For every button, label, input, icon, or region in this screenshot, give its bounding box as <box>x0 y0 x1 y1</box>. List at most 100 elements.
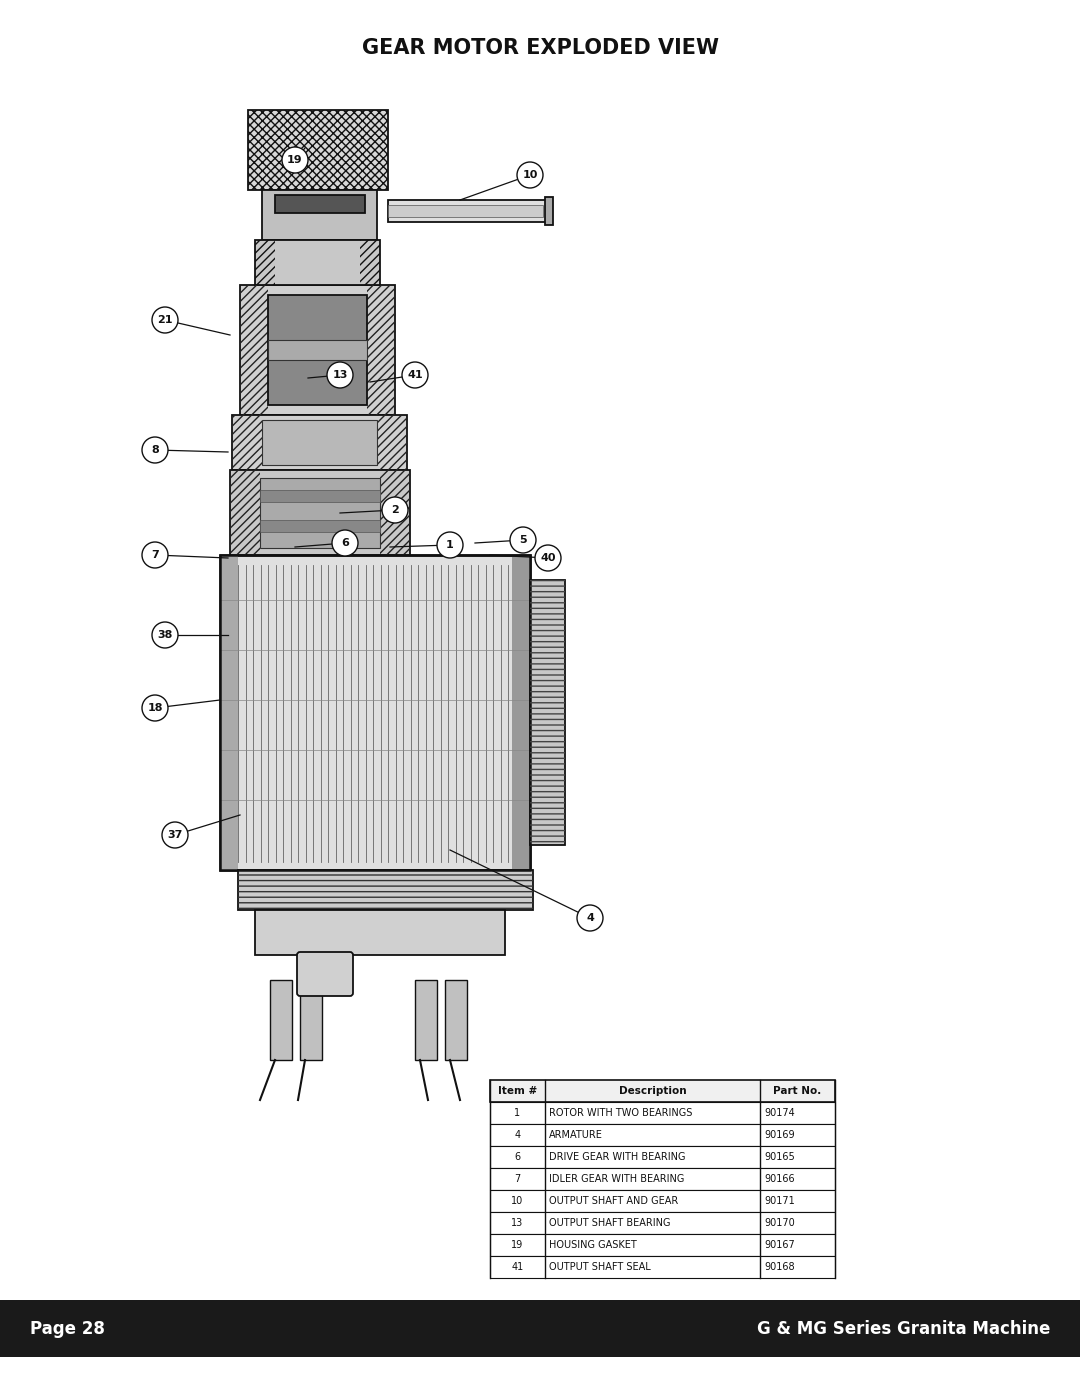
Circle shape <box>517 162 543 189</box>
Text: 4: 4 <box>514 1130 521 1140</box>
Circle shape <box>141 694 168 721</box>
Text: Part No.: Part No. <box>773 1085 822 1097</box>
Bar <box>232 415 407 469</box>
Circle shape <box>141 542 168 569</box>
Text: Description: Description <box>619 1085 686 1097</box>
Bar <box>268 295 367 405</box>
Text: 90174: 90174 <box>764 1108 795 1118</box>
Circle shape <box>535 545 561 571</box>
Circle shape <box>402 362 428 388</box>
Text: 5: 5 <box>519 535 527 545</box>
Bar <box>388 200 548 222</box>
Bar <box>490 1190 835 1213</box>
Bar <box>490 1234 835 1256</box>
Bar <box>490 1213 835 1234</box>
Text: 10: 10 <box>523 170 538 180</box>
Bar <box>360 240 380 285</box>
Text: 13: 13 <box>333 370 348 380</box>
Bar <box>490 1256 835 1278</box>
Bar <box>262 420 377 465</box>
Text: G & MG Series Granita Machine: G & MG Series Granita Machine <box>757 1320 1050 1337</box>
Text: 90170: 90170 <box>764 1218 795 1228</box>
Bar <box>255 240 380 285</box>
Text: Item #: Item # <box>498 1085 537 1097</box>
Bar <box>490 1125 835 1146</box>
Bar <box>380 469 410 555</box>
Bar <box>377 415 407 469</box>
Text: 90171: 90171 <box>764 1196 795 1206</box>
Bar <box>220 555 530 870</box>
Bar <box>232 415 262 469</box>
Text: ROTOR WITH TWO BEARINGS: ROTOR WITH TWO BEARINGS <box>549 1108 692 1118</box>
Bar <box>220 555 238 870</box>
Text: 41: 41 <box>407 370 422 380</box>
Bar <box>530 580 565 845</box>
Bar <box>270 981 292 1060</box>
Circle shape <box>437 532 463 557</box>
Bar <box>255 240 275 285</box>
Bar <box>260 478 380 548</box>
Circle shape <box>327 362 353 388</box>
Circle shape <box>152 307 178 332</box>
Text: 6: 6 <box>514 1153 521 1162</box>
Bar <box>255 909 505 956</box>
Circle shape <box>332 529 357 556</box>
Bar <box>445 981 467 1060</box>
Text: GEAR MOTOR EXPLODED VIEW: GEAR MOTOR EXPLODED VIEW <box>362 38 718 59</box>
Text: 1: 1 <box>446 541 454 550</box>
Circle shape <box>577 905 603 930</box>
Text: 19: 19 <box>511 1241 524 1250</box>
Bar <box>240 285 395 415</box>
Text: 90168: 90168 <box>764 1261 795 1273</box>
Text: HOUSING GASKET: HOUSING GASKET <box>549 1241 637 1250</box>
Text: 41: 41 <box>511 1261 524 1273</box>
Text: 90165: 90165 <box>764 1153 795 1162</box>
Bar <box>220 555 530 870</box>
Bar <box>388 205 543 217</box>
Bar <box>415 981 437 1060</box>
Text: DRIVE GEAR WITH BEARING: DRIVE GEAR WITH BEARING <box>549 1153 686 1162</box>
Text: 40: 40 <box>540 553 556 563</box>
Bar <box>238 870 534 909</box>
Bar <box>512 555 530 870</box>
Text: 6: 6 <box>341 538 349 548</box>
Circle shape <box>282 147 308 173</box>
FancyBboxPatch shape <box>297 951 353 996</box>
Circle shape <box>141 437 168 462</box>
Bar <box>238 870 534 909</box>
Bar <box>230 469 260 555</box>
Text: 90167: 90167 <box>764 1241 795 1250</box>
Text: 38: 38 <box>158 630 173 640</box>
Text: OUTPUT SHAFT SEAL: OUTPUT SHAFT SEAL <box>549 1261 651 1273</box>
Circle shape <box>162 821 188 848</box>
Text: 18: 18 <box>147 703 163 712</box>
Text: IDLER GEAR WITH BEARING: IDLER GEAR WITH BEARING <box>549 1173 685 1185</box>
Text: Page 28: Page 28 <box>30 1320 105 1337</box>
Text: 90166: 90166 <box>764 1173 795 1185</box>
Bar <box>275 196 365 212</box>
Text: OUTPUT SHAFT BEARING: OUTPUT SHAFT BEARING <box>549 1218 671 1228</box>
Bar <box>367 285 395 415</box>
Bar <box>490 1080 835 1102</box>
Bar <box>490 1102 835 1125</box>
Text: 8: 8 <box>151 446 159 455</box>
Bar <box>260 520 380 532</box>
Bar <box>300 981 322 1060</box>
Circle shape <box>510 527 536 553</box>
Text: OUTPUT SHAFT AND GEAR: OUTPUT SHAFT AND GEAR <box>549 1196 678 1206</box>
Bar <box>0 1301 1080 1356</box>
Bar <box>260 490 380 502</box>
Text: 13: 13 <box>511 1218 524 1228</box>
Bar <box>230 469 410 555</box>
Text: 21: 21 <box>158 314 173 326</box>
Text: 7: 7 <box>151 550 159 560</box>
Text: 7: 7 <box>514 1173 521 1185</box>
Text: 4: 4 <box>586 914 594 923</box>
Bar <box>240 285 268 415</box>
Bar <box>262 190 377 240</box>
Bar <box>248 110 388 190</box>
Circle shape <box>152 622 178 648</box>
Bar <box>530 580 565 845</box>
Text: 1: 1 <box>514 1108 521 1118</box>
Text: 19: 19 <box>287 155 302 165</box>
